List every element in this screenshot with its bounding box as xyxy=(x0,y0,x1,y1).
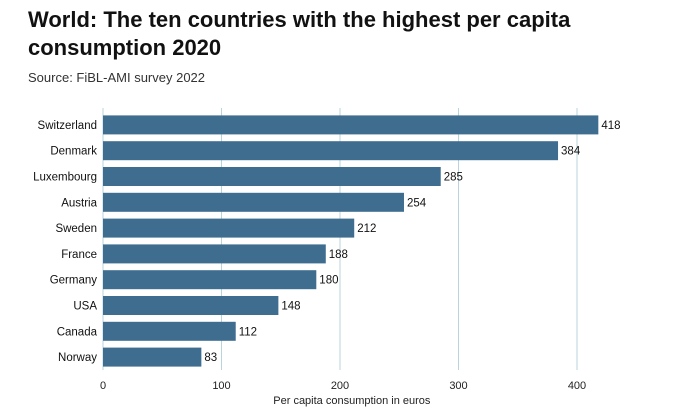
x-axis-label: Per capita consumption in euros xyxy=(273,395,431,407)
category-label: Germany xyxy=(50,275,98,287)
category-label: Sweden xyxy=(55,223,97,235)
bar-canada xyxy=(103,321,236,341)
data-label: 148 xyxy=(281,301,300,313)
x-tick-label: 0 xyxy=(100,380,106,392)
bar-austria xyxy=(103,192,404,212)
data-label: 285 xyxy=(444,172,463,184)
data-label: 418 xyxy=(601,120,620,132)
data-label: 254 xyxy=(407,197,427,209)
bar-norway xyxy=(103,347,202,367)
category-label: USA xyxy=(73,301,97,313)
category-label: Austria xyxy=(61,197,97,209)
bar-usa xyxy=(103,296,279,315)
bar-sweden xyxy=(103,218,355,238)
x-tick-label: 300 xyxy=(449,380,467,392)
bar-luxembourg xyxy=(103,167,441,186)
chart-title: World: The ten countries with the highes… xyxy=(28,7,571,60)
category-label: Norway xyxy=(58,352,97,364)
bar-germany xyxy=(103,270,317,290)
bar-denmark xyxy=(103,141,559,161)
data-label: 112 xyxy=(239,326,257,338)
category-label: Switzerland xyxy=(38,120,97,132)
data-label: 384 xyxy=(561,146,581,158)
bar-france xyxy=(103,244,326,264)
x-tick-label: 200 xyxy=(331,380,349,392)
data-label: 83 xyxy=(204,352,217,364)
data-label: 188 xyxy=(329,249,348,261)
category-label: France xyxy=(61,249,97,261)
category-label: Luxembourg xyxy=(33,172,97,184)
category-label: Denmark xyxy=(50,146,97,158)
x-tick-label: 400 xyxy=(568,380,586,392)
category-label: Canada xyxy=(57,326,98,338)
data-label: 180 xyxy=(319,275,338,287)
bar-switzerland xyxy=(103,115,599,135)
data-label: 212 xyxy=(357,223,376,235)
x-tick-label: 100 xyxy=(212,380,230,392)
chart-source: Source: FiBL-AMI survey 2022 xyxy=(28,70,206,85)
